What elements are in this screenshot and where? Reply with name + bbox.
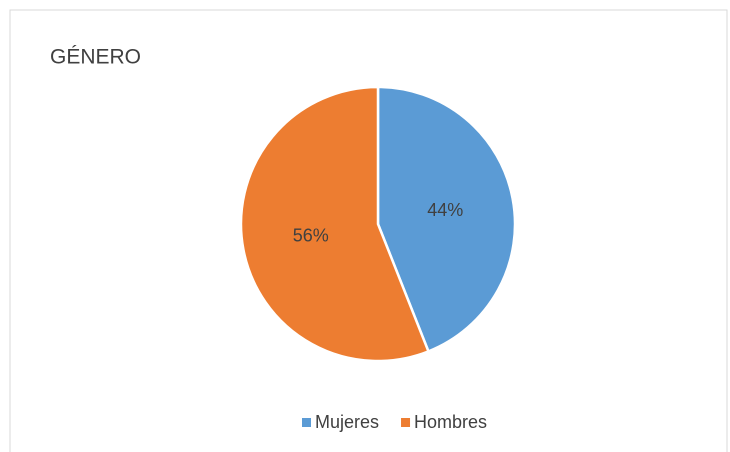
pie-slice <box>376 85 517 354</box>
legend-label: Mujeres <box>315 412 379 432</box>
chart-frame <box>9 9 728 452</box>
pie-slice <box>239 85 431 363</box>
chart-title: GÉNERO <box>50 46 141 69</box>
data-label: 56% <box>293 226 329 246</box>
legend-swatch <box>302 418 311 427</box>
legend-swatch <box>401 418 411 427</box>
data-label: 44% <box>427 200 463 220</box>
legend-label: Hombres <box>414 412 487 432</box>
